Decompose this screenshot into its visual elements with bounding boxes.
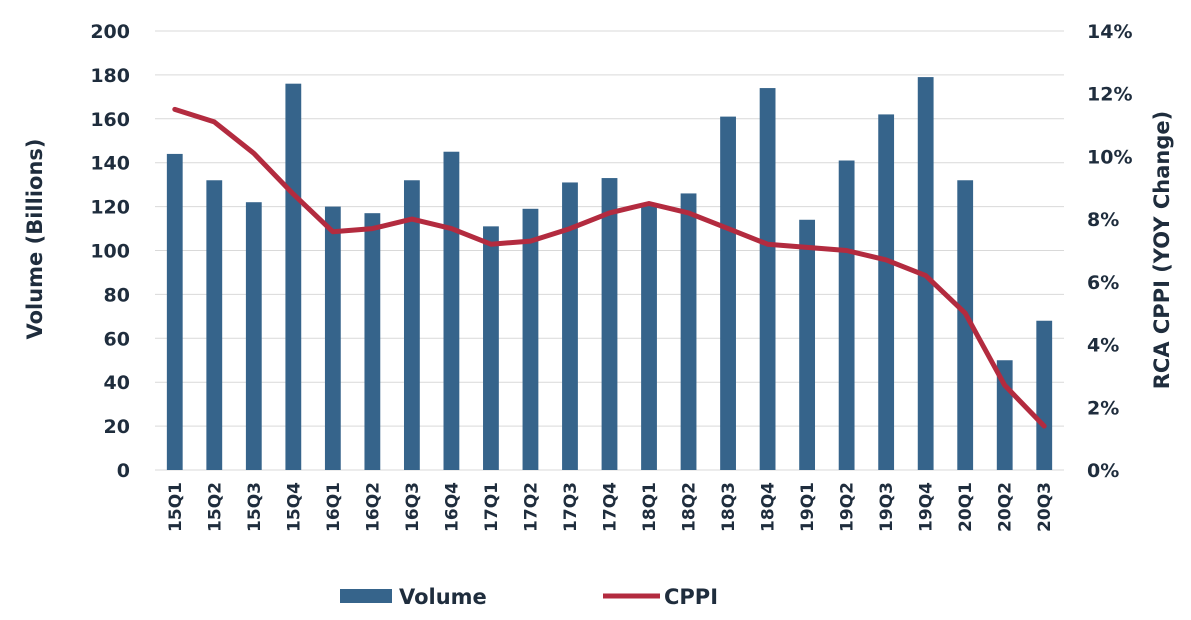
- y-tick-label: 120: [90, 197, 130, 219]
- y-tick-label: 60: [104, 328, 130, 350]
- y-tick-label: 20: [104, 416, 130, 438]
- bar-volume: [562, 182, 578, 470]
- y-axis-right-ticks: 0% 2% 4% 6% 8% 10% 12% 14%: [1087, 21, 1132, 482]
- legend: Volume CPPI: [340, 585, 718, 609]
- y-tick-label: 180: [90, 65, 130, 87]
- x-tick-label: 20Q2: [996, 482, 1016, 532]
- x-tick-label: 19Q1: [798, 482, 818, 532]
- bar-volume: [601, 178, 618, 470]
- x-tick-label: 18Q2: [680, 482, 700, 532]
- bar-volume: [443, 151, 460, 470]
- x-tick-label: 18Q4: [759, 482, 779, 532]
- bar-volume: [483, 226, 499, 470]
- y-tick-label: 0: [117, 460, 130, 482]
- x-tick-label: 18Q3: [719, 482, 739, 532]
- y-tick-label: 200: [90, 21, 130, 43]
- x-tick-label: 16Q1: [324, 482, 344, 532]
- x-tick-label: 17Q3: [561, 482, 581, 532]
- x-tick-label: 15Q4: [284, 482, 304, 532]
- y2-tick-label: 0%: [1087, 460, 1119, 482]
- x-tick-label: 16Q3: [403, 482, 423, 532]
- bar-volume: [403, 180, 420, 470]
- x-tick-label: 20Q1: [956, 482, 976, 532]
- x-tick-label: 17Q2: [521, 482, 541, 532]
- cppi-line-group: [172, 106, 1047, 429]
- bar-volume: [285, 83, 302, 471]
- x-axis-ticks: 15Q1 15Q2 15Q3 15Q4 16Q1 16Q2 16Q3 16Q4 17Q1 17Q2…: [166, 482, 1055, 532]
- bar-volume: [799, 219, 816, 470]
- y2-tick-label: 2%: [1087, 397, 1119, 419]
- x-tick-label: 19Q4: [917, 482, 937, 532]
- x-tick-label: 16Q4: [442, 482, 462, 532]
- x-tick-label: 19Q2: [838, 482, 858, 532]
- y-tick-label: 140: [90, 153, 130, 175]
- x-tick-label: 17Q4: [601, 482, 621, 532]
- y-axis-left-ticks: 0 20 40 60 80 100 120 140 160 180 200: [90, 21, 130, 482]
- bar-volume: [680, 193, 697, 470]
- bar-volume: [720, 116, 736, 470]
- bar-volume: [759, 88, 776, 470]
- bar-volume: [1036, 320, 1053, 470]
- y2-tick-label: 4%: [1087, 335, 1119, 357]
- x-tick-label: 15Q1: [166, 482, 186, 532]
- series-line-cppi: [172, 106, 1047, 429]
- x-tick-label: 19Q3: [877, 482, 897, 532]
- y-tick-label: 160: [90, 109, 130, 131]
- y-axis-right-title: RCA CPPI (YOY Change): [1150, 111, 1174, 390]
- legend-label-volume: Volume: [399, 585, 487, 609]
- legend-swatch-volume: [340, 589, 392, 603]
- bar-volume: [838, 160, 855, 470]
- y2-tick-label: 12%: [1087, 84, 1132, 106]
- bar-volume: [641, 204, 657, 470]
- y-tick-label: 100: [90, 241, 130, 263]
- y2-tick-label: 10%: [1087, 146, 1132, 168]
- y-tick-label: 40: [104, 372, 130, 394]
- bar-volume: [522, 208, 539, 471]
- y2-tick-label: 14%: [1087, 21, 1132, 43]
- bar-volume: [166, 153, 183, 471]
- x-tick-label: 20Q3: [1035, 482, 1055, 532]
- y-tick-label: 80: [104, 284, 130, 306]
- x-tick-label: 17Q1: [482, 482, 502, 532]
- bar-volume: [245, 202, 262, 470]
- bar-volume: [324, 206, 341, 470]
- y2-tick-label: 6%: [1087, 272, 1119, 294]
- volume-bars: [166, 77, 1053, 471]
- bar-volume: [364, 213, 381, 470]
- bar-volume: [878, 114, 895, 470]
- x-tick-label: 16Q2: [363, 482, 383, 532]
- bar-volume: [206, 180, 223, 470]
- y2-tick-label: 8%: [1087, 209, 1119, 231]
- y-axis-left-title: Volume (Billions): [23, 139, 47, 340]
- x-tick-label: 15Q2: [205, 482, 225, 532]
- legend-label-cppi: CPPI: [664, 585, 718, 609]
- bar-volume: [957, 180, 974, 470]
- x-tick-label: 18Q1: [640, 482, 660, 532]
- x-tick-label: 15Q3: [245, 482, 265, 532]
